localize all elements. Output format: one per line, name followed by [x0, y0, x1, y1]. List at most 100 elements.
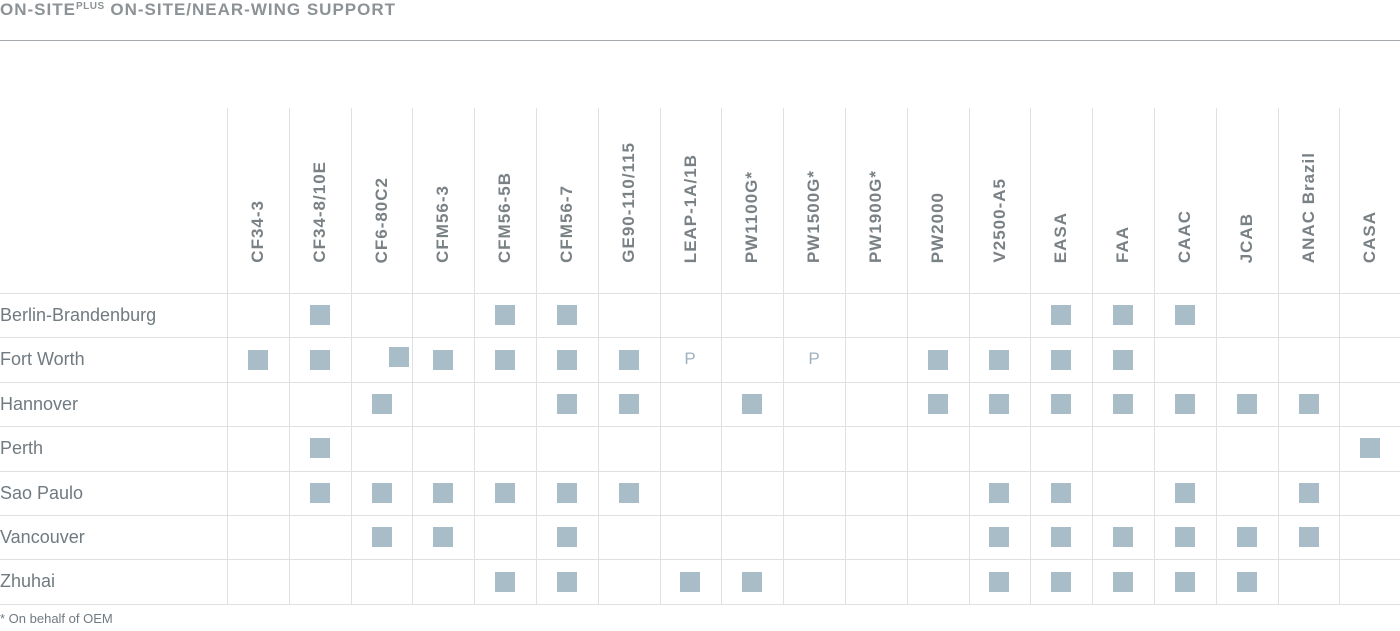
support-marker — [742, 572, 762, 592]
support-marker — [372, 527, 392, 547]
column-header-ge90-110-115: GE90-110/115 — [598, 108, 659, 293]
column-header-label: FAA — [1112, 226, 1132, 263]
support-matrix-table: CF34-3 CF34-8/10E CF6-80C2 CFM56-3 CFM56-5B C… — [0, 108, 1400, 605]
support-marker — [1299, 394, 1319, 414]
support-marker — [495, 350, 515, 370]
row-label-sao-paulo: Sao Paulo — [0, 483, 84, 503]
column-header-v2500-a5: V2500-A5 — [969, 108, 1030, 293]
support-marker — [619, 483, 639, 503]
column-header-label: V2500-A5 — [989, 178, 1009, 263]
row-label-zhuhai: Zhuhai — [0, 571, 56, 591]
column-header-cfm56-3: CFM56-3 — [412, 108, 473, 293]
grid-vline — [660, 108, 661, 604]
column-header-label: EASA — [1050, 211, 1070, 263]
support-marker — [619, 350, 639, 370]
support-marker — [557, 305, 577, 325]
support-marker — [989, 572, 1009, 592]
column-header-label: PW1500G* — [803, 169, 823, 263]
grid-vline — [783, 108, 784, 604]
support-marker — [1051, 483, 1071, 503]
column-header-label: CFM56-7 — [556, 185, 576, 263]
support-marker — [557, 483, 577, 503]
title-divider — [0, 40, 1400, 41]
support-marker — [1175, 305, 1195, 325]
grid-vline — [289, 108, 290, 604]
support-marker — [248, 350, 268, 370]
grid-hline — [0, 471, 1400, 472]
column-header-caac: CAAC — [1154, 108, 1215, 293]
support-marker — [1051, 350, 1071, 370]
support-marker — [495, 483, 515, 503]
support-marker — [1360, 438, 1380, 458]
support-marker — [1237, 527, 1257, 547]
row-label-perth: Perth — [0, 438, 44, 458]
grid-vline — [1030, 108, 1031, 604]
support-marker — [1299, 527, 1319, 547]
grid-vline — [845, 108, 846, 604]
grid-vline — [227, 108, 228, 604]
support-marker — [619, 394, 639, 414]
column-header-label: LEAP-1A/1B — [680, 153, 700, 263]
column-header-cfm56-5b: CFM56-5B — [474, 108, 535, 293]
column-header-faa: FAA — [1092, 108, 1153, 293]
support-marker — [495, 572, 515, 592]
row-label-hannover: Hannover — [0, 394, 79, 414]
column-header-label: PW1100G* — [741, 170, 761, 263]
support-marker — [1175, 572, 1195, 592]
support-marker — [310, 305, 330, 325]
support-marker — [1051, 572, 1071, 592]
column-header-pw2000: PW2000 — [907, 108, 968, 293]
support-marker — [989, 394, 1009, 414]
support-marker — [1113, 350, 1133, 370]
grid-vline — [969, 108, 970, 604]
grid-vline — [1339, 108, 1340, 604]
support-marker — [989, 527, 1009, 547]
planned-marker: P — [808, 349, 820, 368]
support-marker — [310, 438, 330, 458]
title-main: ON-SITE — [0, 0, 76, 19]
support-marker — [1237, 572, 1257, 592]
support-marker — [1113, 305, 1133, 325]
column-header-easa: EASA — [1030, 108, 1091, 293]
title-superscript: PLUS — [75, 1, 105, 12]
grid-hline — [0, 382, 1400, 383]
support-marker — [557, 527, 577, 547]
column-header-leap-1a-1b: LEAP-1A/1B — [660, 108, 721, 293]
column-header-label: PW1900G* — [865, 169, 885, 263]
grid-vline — [1278, 108, 1279, 604]
support-marker — [433, 527, 453, 547]
support-marker — [989, 350, 1009, 370]
column-header-label: CASA — [1359, 210, 1379, 263]
support-marker — [372, 483, 392, 503]
title-rest: ON-SITE/NEAR-WING SUPPORT — [104, 0, 397, 19]
support-marker — [557, 350, 577, 370]
support-marker — [495, 305, 515, 325]
support-marker — [1175, 527, 1195, 547]
support-marker — [433, 483, 453, 503]
row-label-berlin-brandenburg: Berlin-Brandenburg — [0, 305, 157, 325]
support-marker — [742, 394, 762, 414]
grid-vline — [474, 108, 475, 604]
support-marker — [1051, 527, 1071, 547]
column-header-cf34-3: CF34-3 — [227, 108, 288, 293]
support-marker — [1113, 394, 1133, 414]
support-marker — [1175, 483, 1195, 503]
column-header-label: CFM56-5B — [494, 171, 514, 263]
grid-vline — [412, 108, 413, 604]
support-marker — [989, 483, 1009, 503]
support-marker — [433, 350, 453, 370]
column-header-label: CF6-80C2 — [371, 176, 391, 263]
column-header-anac-brazil: ANAC Brazil — [1278, 108, 1339, 293]
row-label-vancouver: Vancouver — [0, 527, 85, 547]
support-marker — [1299, 483, 1319, 503]
column-header-label: CF34-3 — [247, 200, 267, 263]
support-marker — [557, 394, 577, 414]
column-header-label: JCAB — [1236, 212, 1256, 263]
support-marker — [1051, 394, 1071, 414]
support-marker — [928, 394, 948, 414]
column-header-cfm56-7: CFM56-7 — [536, 108, 597, 293]
support-marker — [680, 572, 700, 592]
support-marker — [372, 394, 392, 414]
support-marker — [1237, 394, 1257, 414]
column-header-label: PW2000 — [927, 191, 947, 263]
